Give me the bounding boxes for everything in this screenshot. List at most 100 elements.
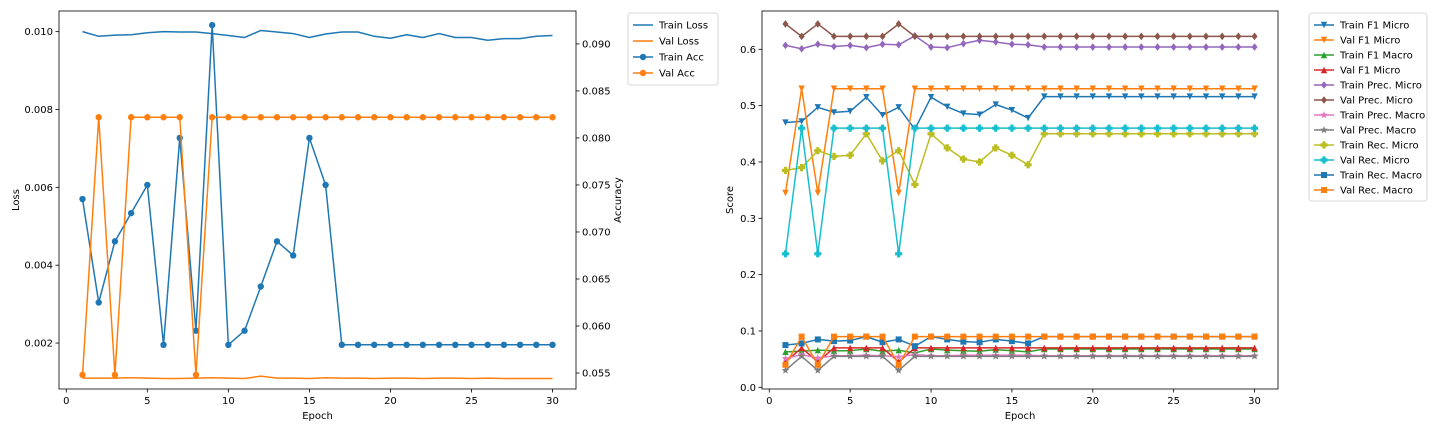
score-point-val-f1-micro	[830, 344, 838, 352]
accuracy-y2-tick-label: 0.080	[582, 133, 611, 144]
score-point-val-rec-macro	[992, 333, 999, 340]
score-point-train-rec-micro	[1121, 130, 1129, 138]
score-point-train-prec-micro	[1089, 43, 1096, 51]
score-point-val-rec-macro	[1089, 333, 1096, 340]
score-series-val-prec-macro	[781, 352, 1259, 374]
score-legend-frame	[1308, 12, 1428, 202]
score-point-train-f1-micro	[1186, 93, 1194, 100]
score-point-val-rec-macro	[814, 361, 821, 368]
score-point-val-rec-macro	[1008, 333, 1015, 340]
score-point-train-f1-micro	[992, 101, 999, 108]
loss-point-val-acc	[225, 114, 232, 121]
score-point-train-f1-micro	[976, 111, 983, 118]
score-point-val-f1-micro	[927, 85, 935, 92]
score-point-val-rec-micro	[1186, 124, 1194, 132]
score-point-val-prec-macro	[1202, 352, 1210, 360]
score-point-val-prec-micro	[1105, 32, 1112, 41]
score-legend-entry: Train Prec. Macro	[1314, 111, 1425, 122]
score-point-val-prec-macro	[991, 352, 1000, 360]
score-point-train-rec-micro	[959, 155, 967, 163]
score-point-val-rec-macro	[1138, 333, 1145, 340]
loss-line-train-loss	[82, 29, 553, 41]
score-point-train-rec-micro	[895, 147, 903, 155]
score-point-train-f1-micro	[798, 118, 805, 125]
score-point-train-f1-macro	[879, 348, 886, 355]
score-point-train-rec-micro	[814, 147, 822, 155]
score-point-train-f1-micro	[1218, 93, 1226, 100]
loss-point-train-acc	[371, 341, 378, 349]
score-point-val-prec-micro	[863, 32, 870, 41]
loss-accuracy-legend: Train Loss Val Loss Train Acc Val Acc	[627, 12, 719, 86]
score-axes-frame	[761, 10, 1279, 390]
score-point-val-prec-micro	[1073, 32, 1080, 41]
score-point-train-rec-macro	[782, 342, 789, 349]
accuracy-y2-tick-label: 0.085	[582, 86, 611, 97]
loss-x-tick-label: 10	[222, 396, 235, 407]
score-point-val-f1-micro	[782, 189, 789, 197]
score-point-train-f1-micro	[1041, 93, 1048, 100]
score-point-val-rec-macro	[1203, 333, 1210, 340]
score-point-train-f1-micro	[1105, 93, 1113, 100]
loss-series-val-loss	[82, 375, 553, 380]
score-point-train-prec-micro	[1154, 43, 1161, 51]
loss-y-axis-label: Loss	[11, 189, 22, 211]
score-point-val-f1-micro	[944, 85, 951, 92]
score-point-val-rec-macro	[1105, 333, 1112, 340]
loss-legend-label: Val Loss	[659, 37, 699, 48]
loss-point-train-acc	[95, 299, 102, 306]
score-point-train-rec-macro	[960, 338, 967, 345]
score-point-val-prec-macro	[797, 352, 806, 360]
score-point-val-f1-micro	[1073, 85, 1080, 92]
score-legend-entry: Train F1 Macro	[1314, 51, 1413, 62]
loss-point-val-acc	[208, 114, 216, 121]
score-point-val-f1-micro	[1041, 85, 1048, 92]
score-point-val-f1-micro	[1089, 344, 1096, 352]
loss-x-tick-label: 15	[303, 396, 316, 407]
score-point-train-rec-micro	[1218, 130, 1226, 138]
loss-y-tick-label: 0.004	[24, 261, 53, 272]
score-y-axis-label: Score	[725, 186, 736, 214]
score-point-val-prec-macro	[1088, 352, 1097, 360]
score-point-train-rec-micro	[927, 130, 935, 138]
score-tick-marks	[758, 48, 1255, 393]
score-point-train-f1-micro	[1057, 93, 1064, 100]
score-point-val-f1-micro	[1089, 85, 1096, 92]
score-point-val-f1-micro	[1251, 85, 1258, 92]
score-point-val-rec-micro	[1234, 124, 1242, 132]
loss-point-train-acc	[387, 341, 394, 349]
score-point-train-rec-macro	[830, 338, 837, 345]
score-point-val-f1-micro	[830, 85, 838, 92]
score-point-val-rec-macro	[1154, 333, 1161, 340]
score-point-train-prec-macro	[894, 352, 903, 361]
accuracy-y2-tick-label: 0.090	[582, 39, 611, 50]
score-point-val-rec-micro	[1073, 124, 1081, 132]
score-point-train-rec-micro	[846, 151, 854, 159]
score-legend-label: Val Rec. Macro	[1340, 186, 1413, 197]
loss-series-train-loss	[82, 29, 553, 41]
loss-point-train-acc	[435, 341, 443, 349]
score-point-train-f1-micro	[1202, 93, 1210, 100]
score-point-val-prec-micro	[911, 32, 918, 41]
score-point-val-prec-macro	[878, 352, 887, 360]
score-legend-marker	[1320, 156, 1328, 164]
score-point-train-prec-micro	[830, 42, 837, 51]
score-x-tick-label: 0	[766, 396, 772, 407]
score-point-val-rec-macro	[1235, 333, 1242, 340]
loss-accuracy-axes-frame	[58, 10, 577, 390]
loss-point-val-acc	[419, 114, 427, 121]
score-point-val-rec-macro	[1057, 333, 1064, 340]
score-point-train-f1-micro	[944, 103, 951, 110]
score-point-val-rec-macro	[1122, 333, 1129, 340]
score-x-tick-label: 30	[1248, 396, 1261, 407]
score-point-train-rec-micro	[1008, 151, 1016, 159]
score-legend-entry: Train Prec. Micro	[1314, 81, 1422, 92]
score-point-train-rec-micro	[1153, 130, 1162, 138]
score-point-val-rec-micro	[1024, 124, 1032, 132]
score-x-tick-label: 10	[925, 396, 938, 407]
score-point-val-rec-micro	[943, 124, 951, 132]
score-point-val-f1-micro	[846, 85, 854, 92]
score-point-train-prec-micro	[1138, 43, 1145, 51]
score-point-train-prec-micro	[798, 44, 805, 53]
score-point-val-rec-micro	[959, 124, 967, 132]
score-point-val-rec-micro	[1121, 124, 1129, 132]
